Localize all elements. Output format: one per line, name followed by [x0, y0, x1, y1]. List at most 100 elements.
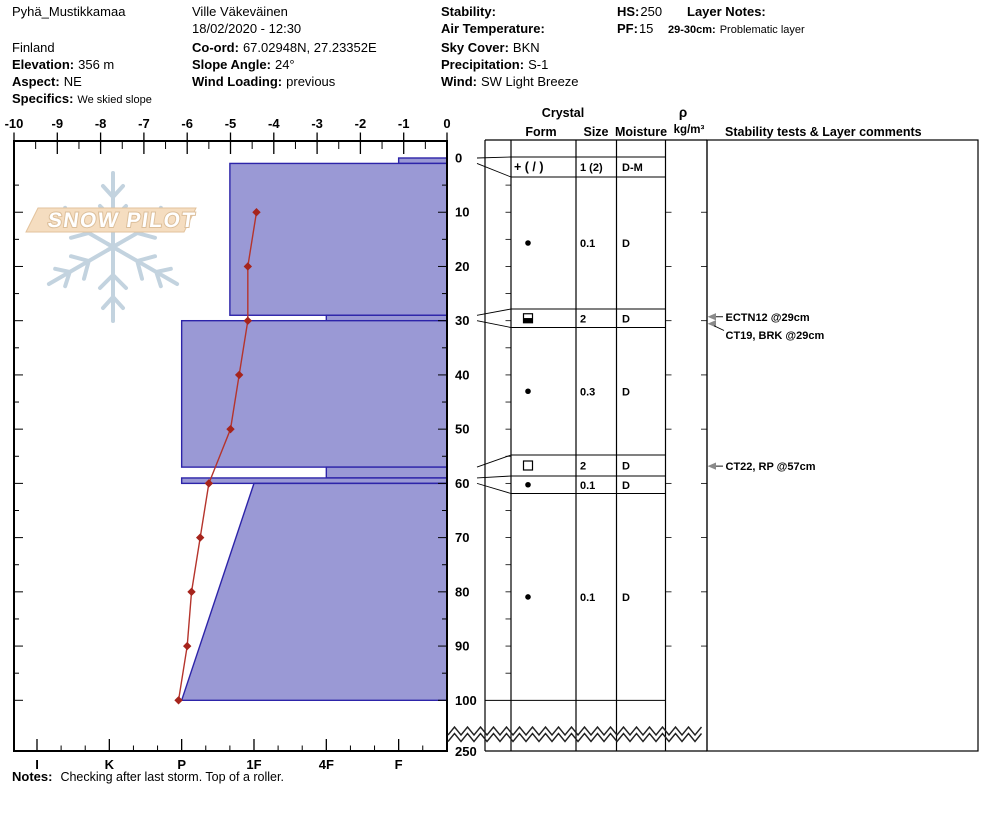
- coordinates: Co-ord: 67.02948N, 27.23352E: [192, 40, 377, 55]
- crystal-round-dot-icon: [525, 388, 531, 395]
- temperature-axis: -10 -9 -8 -7 -6 -5 -4 -3 -2 -1 0: [5, 116, 451, 154]
- crystal-form-text: + ( / ): [514, 160, 544, 174]
- depth-bottom-label: 250: [455, 744, 477, 759]
- temp-tick-label: -5: [225, 116, 237, 131]
- snow-layer: [325, 314, 448, 322]
- line: [135, 231, 158, 240]
- crystal-round-dot-icon: [525, 481, 531, 488]
- hardness-tick-label: 1F: [246, 757, 261, 772]
- row-connector: [476, 320, 512, 328]
- depth-label: 70: [455, 530, 469, 545]
- line: [81, 259, 91, 281]
- depth-label: 40: [455, 367, 469, 382]
- line: [63, 270, 72, 289]
- temperature-point: [234, 370, 244, 380]
- crystal-round-dot-icon: [525, 594, 531, 600]
- left-arrow-icon: [707, 462, 716, 470]
- line: [111, 295, 125, 310]
- temperature-point: [252, 208, 261, 217]
- temperature-line: [177, 212, 258, 701]
- crystal-size: 0.1: [580, 592, 595, 604]
- temp-tick-label: -10: [5, 116, 24, 131]
- temperature-point: [195, 533, 205, 542]
- hardness-axis: I K P 1F 4F F: [35, 739, 424, 772]
- table-row: 0.1 D: [525, 592, 630, 604]
- temp-tick-label: -8: [95, 116, 107, 131]
- depth-label: 10: [455, 205, 469, 220]
- table-row: 0.3 D: [525, 386, 630, 398]
- pit-notes: Notes: Checking after last storm. Top of …: [12, 769, 284, 784]
- temperature-point: [204, 479, 214, 488]
- line: [46, 242, 121, 286]
- row-connector: [476, 156, 512, 159]
- line: [111, 273, 128, 290]
- moisture-value: D: [622, 386, 630, 398]
- crystal-size: 0.1: [580, 480, 595, 492]
- layer-notes-title: Layer Notes:: [687, 4, 766, 19]
- layer-note: 29-30cm: Problematic layer: [668, 24, 805, 36]
- snow-layers: [180, 157, 448, 701]
- moisture-value: D: [622, 480, 630, 492]
- table-row: 0.1 D: [525, 238, 630, 250]
- hardness-tick-label: I: [35, 757, 39, 772]
- header-form: Form: [525, 125, 556, 139]
- row-connector: [476, 454, 512, 468]
- hardness-tick-label: 4F: [319, 757, 334, 772]
- header-density-units: kg/m³: [674, 124, 705, 136]
- site-name: Pyhä_Mustikkamaa: [12, 4, 126, 19]
- scale-break-zigzag: [447, 725, 703, 737]
- moisture-value: D: [622, 461, 630, 473]
- depth-label: 80: [455, 584, 469, 599]
- crystal-facet-square-icon: [522, 460, 534, 471]
- temperature-point: [243, 262, 253, 271]
- snowpilot-logo: SNOW PILOT: [25, 171, 198, 323]
- snow-layer: [180, 482, 448, 701]
- moisture-value: D: [622, 592, 630, 604]
- moisture-value: D-M: [622, 162, 643, 174]
- depth-label: 50: [455, 422, 469, 437]
- elevation: Elevation: 356 m: [12, 57, 115, 72]
- temp-tick-label: -2: [355, 116, 367, 131]
- g: [98, 239, 128, 323]
- temperature-point: [187, 587, 196, 597]
- line: [154, 266, 173, 274]
- depth-label: 20: [455, 259, 469, 274]
- line: [53, 266, 72, 274]
- hardness-tick-label: P: [177, 757, 186, 772]
- scale-break-zigzag: [447, 732, 703, 743]
- line: [68, 254, 91, 263]
- snow-layer: [180, 477, 448, 485]
- aspect: Aspect: NE: [12, 74, 82, 89]
- height-of-snow: HS:250: [617, 4, 663, 19]
- row-connector: [476, 475, 512, 479]
- row-connector: [476, 482, 512, 494]
- crystal-size: 2: [580, 313, 586, 325]
- temp-tick-label: -7: [138, 116, 150, 131]
- temp-tick-label: -1: [398, 116, 410, 131]
- header-size: Size: [583, 125, 608, 139]
- header-comments: Stability tests & Layer comments: [725, 125, 922, 139]
- specifics: Specifics: We skied slope: [12, 91, 152, 106]
- stability: Stability:: [441, 4, 496, 19]
- layer-table: Crystal Form Size Moisture ρ kg/m³ Stability t…: [476, 105, 979, 752]
- temperature-point: [243, 316, 253, 325]
- temperature-point: [183, 641, 192, 651]
- temperature-point: [226, 424, 235, 434]
- row-connector: [476, 163, 512, 178]
- sky-cover: Sky Cover: BKN: [441, 40, 540, 55]
- left-arrow-icon: [707, 313, 716, 321]
- slope-angle: Slope Angle: 24°: [192, 57, 295, 72]
- crystal-size: 1 (2): [580, 162, 603, 174]
- header-density: ρ: [679, 105, 687, 120]
- logo-band: [25, 207, 197, 233]
- line: [135, 254, 158, 263]
- table-row: 0.1 D: [525, 480, 630, 492]
- temp-tick-label: -6: [181, 116, 193, 131]
- depth-axis: 0 10 20 30 40 50 60 70 80 90 100 250: [14, 151, 477, 759]
- depth-label: 90: [455, 639, 469, 654]
- moisture-value: D: [622, 238, 630, 250]
- comments-box: [706, 139, 979, 752]
- stability-test-label: ECTN12 @29cm: [726, 312, 810, 324]
